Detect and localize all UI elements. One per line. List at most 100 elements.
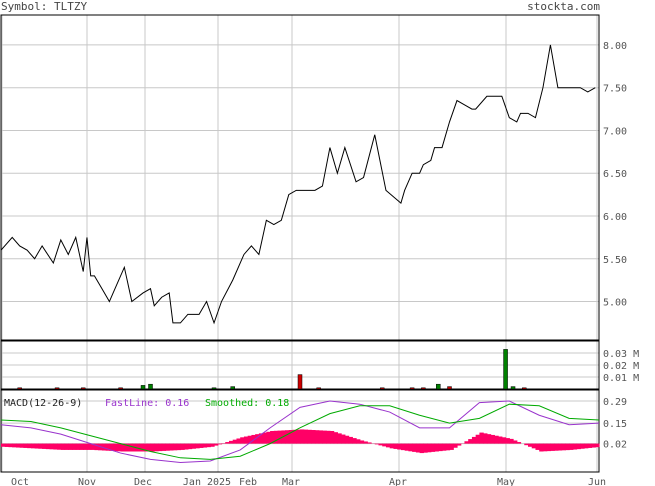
macd-histogram-bar — [326, 430, 331, 444]
macd-histogram-bar — [49, 443, 54, 450]
macd-histogram-bar — [1, 443, 6, 447]
macd-histogram-bar — [101, 443, 107, 451]
macd-histogram-bar — [572, 443, 578, 450]
macd-histogram-bar — [415, 443, 421, 453]
volume-tick-label: 0.01 M — [603, 373, 639, 384]
macd-histogram-bar — [445, 443, 451, 451]
macd-histogram-bar — [83, 443, 88, 450]
volume-bar — [447, 386, 452, 390]
macd-histogram-bar — [124, 443, 129, 452]
volume-bar — [297, 374, 303, 390]
macd-histogram-bar — [34, 443, 39, 449]
macd-histogram-bar — [419, 443, 424, 454]
volume-bar — [211, 387, 217, 390]
macd-histogram-bar — [30, 443, 36, 449]
macd-histogram-bar — [236, 438, 241, 444]
volume-bar — [522, 387, 527, 390]
macd-histogram-bar — [561, 443, 566, 451]
site-label[interactable]: stockta.com — [527, 0, 600, 13]
price-tick-label: 7.00 — [603, 126, 627, 137]
macd-histogram-bar — [557, 443, 563, 451]
x-tick-label: Dec — [134, 477, 152, 486]
macd-histogram-bar — [146, 443, 152, 452]
macd-histogram-bar — [359, 440, 365, 444]
macd-histogram-bar — [389, 443, 395, 449]
macd-histogram-bar — [165, 443, 170, 451]
macd-histogram-bar — [393, 443, 398, 449]
macd-histogram-bar — [527, 443, 533, 447]
macd-histogram-bar — [498, 436, 503, 444]
volume-bar — [118, 387, 123, 390]
x-tick-label: Jan 2025 — [183, 477, 231, 486]
macd-histogram-bar — [191, 443, 196, 449]
macd-histogram-bar — [438, 443, 443, 452]
macd-histogram-bar — [120, 443, 125, 452]
macd-histogram-bar — [505, 438, 510, 444]
macd-histogram-bar — [266, 431, 271, 444]
macd-histogram-bar — [524, 443, 529, 446]
macd-histogram-bar — [270, 431, 275, 444]
macd-histogram-bar — [397, 443, 402, 450]
macd-histogram-bar — [542, 443, 548, 452]
macd-histogram-bar — [490, 434, 495, 444]
macd-histogram-bar — [23, 443, 28, 448]
macd-histogram-bar — [109, 443, 114, 451]
macd-histogram-bar — [251, 434, 256, 444]
macd-histogram-bar — [329, 431, 335, 444]
macd-histogram-bar — [19, 443, 25, 448]
symbol-label: Symbol: TLTZY — [1, 0, 88, 13]
macd-histogram-bar — [285, 430, 290, 444]
macd-histogram-bar — [430, 443, 436, 452]
macd-histogram-bar — [516, 442, 522, 444]
macd-histogram-bar — [554, 443, 559, 451]
volume-bar — [421, 387, 426, 390]
macd-histogram-bar — [352, 438, 357, 444]
x-tick-label: Oct — [11, 477, 29, 486]
macd-histogram-bar — [206, 443, 211, 448]
macd-histogram-bar — [57, 443, 62, 450]
macd-histogram-bar — [580, 443, 585, 449]
macd-histogram-bar — [15, 443, 21, 448]
x-tick-label: May — [497, 477, 515, 486]
macd-histogram-bar — [38, 443, 43, 449]
price-line — [0, 44, 596, 325]
price-tick-label: 8.00 — [603, 41, 627, 52]
x-tick-label: Jun — [588, 477, 606, 486]
macd-histogram-bar — [303, 429, 309, 444]
x-tick-label: Mar — [282, 477, 300, 486]
macd-histogram-bar — [539, 443, 544, 452]
macd-histogram-bar — [27, 443, 32, 449]
volume-bar — [503, 349, 508, 390]
macd-histogram-bar — [255, 434, 260, 444]
macd-histogram-bar — [184, 443, 189, 450]
volume-bar — [230, 386, 235, 390]
macd-histogram-bar — [296, 429, 301, 444]
macd-histogram-bar — [139, 443, 144, 452]
macd-histogram-bar — [456, 443, 462, 446]
macd-histogram-bar — [60, 443, 66, 450]
macd-fast-line — [0, 400, 600, 464]
smoothed-label: Smoothed: 0.18 — [205, 398, 289, 409]
macd-histogram-bar — [385, 443, 391, 448]
macd-histogram-bar — [243, 436, 249, 444]
macd-histogram-bar — [546, 443, 552, 452]
volume-bar — [316, 387, 321, 390]
macd-tick-label: 0.02 — [603, 440, 627, 451]
price-tick-label: 5.00 — [603, 298, 627, 309]
macd-histogram-bar — [228, 440, 234, 444]
macd-histogram-bar — [195, 443, 200, 449]
macd-histogram-bar — [143, 443, 148, 452]
macd-histogram-bar — [322, 430, 327, 444]
price-tick-label: 6.50 — [603, 169, 627, 180]
macd-histogram-bar — [367, 442, 372, 444]
macd-histogram-bar — [468, 439, 473, 444]
x-tick-label: Nov — [78, 477, 96, 486]
macd-histogram-bar — [86, 443, 92, 450]
macd-histogram-bar — [423, 443, 428, 453]
macd-histogram-bar — [45, 443, 51, 450]
macd-histogram-bar — [135, 443, 140, 452]
macd-histogram-bar — [288, 430, 294, 444]
macd-histogram-bar — [64, 443, 69, 450]
macd-histogram-bar — [12, 443, 17, 448]
